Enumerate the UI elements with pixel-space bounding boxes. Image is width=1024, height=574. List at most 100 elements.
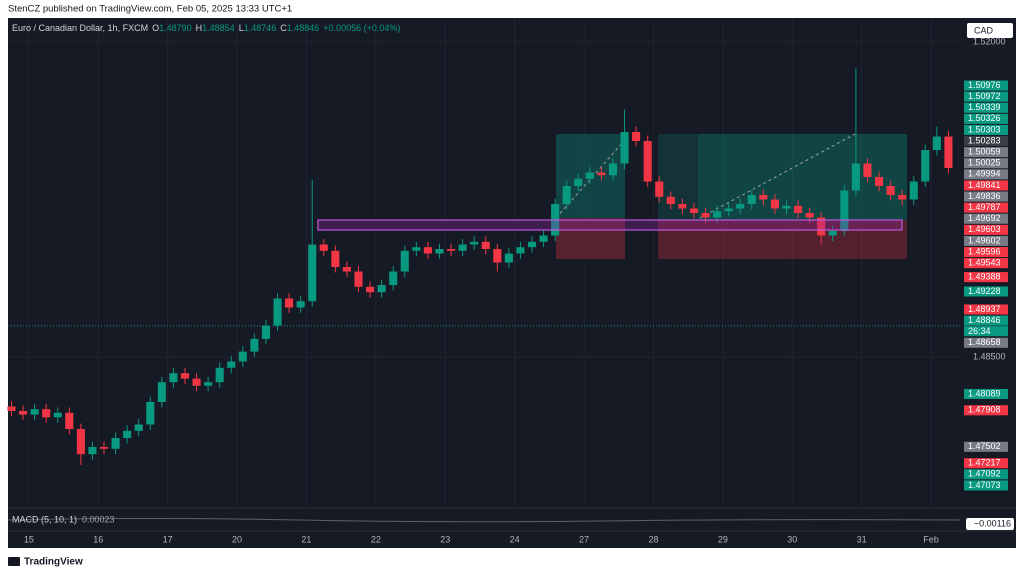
candle-body — [689, 208, 698, 214]
brand-logo — [8, 557, 20, 566]
candle-body — [65, 412, 74, 429]
candle-body — [76, 428, 85, 455]
price-label: 1.49603 — [968, 224, 1001, 234]
candle-body — [932, 136, 941, 151]
currency[interactable]: CAD — [974, 25, 994, 35]
x-tick-label: 15 — [24, 534, 34, 544]
candle-body — [493, 249, 502, 263]
candle-body — [539, 235, 548, 242]
chart-background — [8, 18, 1016, 548]
candle-body — [400, 250, 409, 272]
price-label: 1.48846 — [968, 315, 1001, 325]
legend-key: O — [152, 23, 159, 33]
candle-body — [504, 253, 513, 263]
x-tick-label: 20 — [232, 534, 242, 544]
support-zone — [317, 219, 903, 231]
price-label: 1.49836 — [968, 191, 1001, 201]
candle-body — [655, 181, 664, 197]
candle-body — [412, 247, 421, 251]
price-label-bg — [964, 202, 1008, 213]
long-position-loss — [556, 218, 625, 259]
brand: TradingView — [24, 557, 83, 568]
grid-layer — [8, 18, 960, 508]
price-label-bg — [964, 258, 1008, 269]
x-tick-label: 22 — [371, 534, 381, 544]
candle-body — [909, 181, 918, 200]
candle-body — [18, 410, 28, 415]
currency-button[interactable] — [967, 23, 1013, 38]
price-label-bg — [964, 272, 1008, 283]
legend-value: 1.48746 — [244, 23, 277, 33]
candle-body — [88, 446, 97, 455]
candle-body — [620, 132, 629, 164]
candle-body — [192, 378, 201, 386]
candle-body — [851, 163, 860, 191]
legend-value: 1.48790 — [159, 23, 192, 33]
candle-body — [261, 325, 271, 339]
candle-body — [7, 406, 16, 411]
candle-body — [944, 136, 953, 169]
candle-body — [898, 195, 907, 200]
price-label-bg — [964, 480, 1008, 491]
price-label: 1.49596 — [968, 246, 1001, 256]
candle-body — [921, 150, 930, 182]
x-tick-label: 24 — [510, 534, 520, 544]
x-tick-label: 17 — [163, 534, 173, 544]
candle-body — [608, 163, 618, 176]
x-tick-label: 31 — [857, 534, 867, 544]
legend-symbol: Euro / Canadian Dollar, 1h, FXCM — [12, 23, 148, 33]
candle-body — [331, 250, 340, 268]
price-label-bg — [964, 91, 1008, 102]
candle-body — [724, 208, 733, 212]
macd-axis-value: −0.00116 — [974, 518, 1011, 528]
price-label: 1.49602 — [968, 235, 1001, 245]
candle-body — [828, 231, 837, 236]
long-position-profit-active — [698, 134, 907, 220]
candle-body — [597, 172, 606, 176]
candle-body — [157, 382, 166, 402]
macd-label: MACD (5, 10, 1) — [12, 514, 77, 524]
candle-body — [481, 241, 490, 250]
price-label: 1.49543 — [968, 258, 1001, 268]
position-path — [699, 133, 856, 219]
price-label-bg — [964, 304, 1008, 315]
candle-body — [134, 424, 143, 431]
candle-body — [446, 249, 456, 251]
candle-body — [805, 213, 814, 218]
price-label: 1.50972 — [968, 91, 1001, 101]
legend-key: L — [239, 23, 244, 33]
candle-body — [99, 446, 109, 449]
price-label: 1.49228 — [968, 286, 1001, 296]
candle-body — [180, 373, 190, 379]
price-label-bg — [964, 158, 1008, 169]
price-label-bg — [964, 246, 1008, 258]
candle-body — [42, 409, 51, 418]
candle-body — [308, 244, 317, 302]
long-position-loss — [658, 220, 907, 259]
price-labels: 1.520001.485001.509761.509721.503391.503… — [964, 36, 1008, 491]
legend-key: H — [196, 23, 203, 33]
candle-body — [458, 244, 467, 251]
candle-body — [874, 177, 884, 187]
candle-body — [238, 351, 247, 362]
price-label: 1.50326 — [968, 113, 1001, 123]
candle-body — [782, 205, 791, 209]
price-label-bg — [964, 441, 1008, 452]
price-label: 1.50976 — [968, 80, 1001, 90]
candle-body — [227, 361, 236, 368]
countdown: 26:34 — [968, 326, 991, 336]
candle-body — [886, 186, 895, 196]
position-path — [555, 139, 626, 219]
candles — [7, 68, 953, 465]
y-tick-label: 1.52000 — [973, 36, 1006, 46]
candle-body — [678, 204, 687, 209]
price-label-bg — [964, 405, 1008, 416]
candle-body — [354, 271, 363, 287]
price-label: 1.49841 — [968, 180, 1001, 190]
candle-body — [470, 241, 479, 245]
price-label: 1.47908 — [968, 405, 1001, 415]
price-label-bg — [964, 286, 1008, 297]
price-label: 1.48089 — [968, 388, 1001, 398]
price-label-bg — [964, 458, 1008, 469]
price-label-bg — [964, 135, 1008, 147]
